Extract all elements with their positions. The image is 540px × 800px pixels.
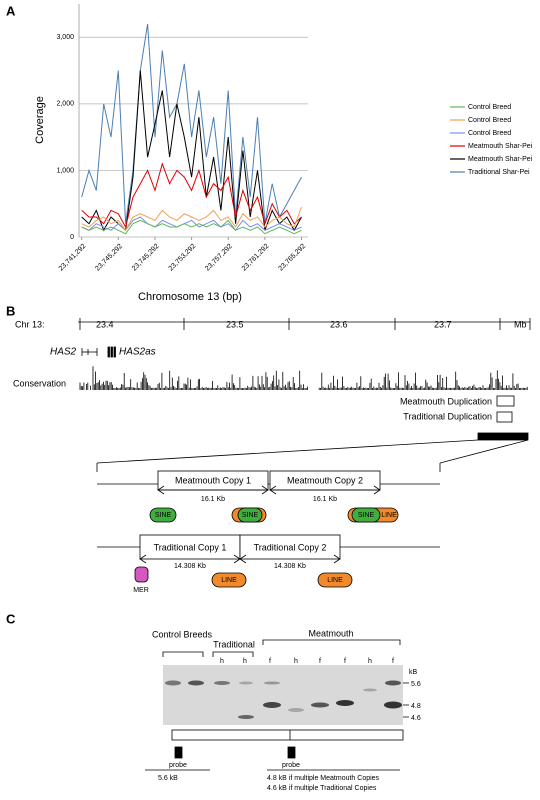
legend-label: Meatmouth Shar-Pei [468,156,533,163]
group-label: Meatmouth [308,628,353,638]
element-label: MER [133,587,149,594]
y-tick-label: 1,000 [56,167,74,174]
element-label: LINE [327,577,343,584]
copy-size: 14.308 Kb [174,563,206,570]
group-label: Traditional [213,639,255,649]
series-line [81,206,302,232]
y-axis-title: Coverage [34,96,46,144]
scale-label: 23.4 [96,319,114,329]
scale-unit: Mb [514,319,527,329]
legend-label: Traditional Shar-Pei [468,169,530,176]
y-tick-label: 0 [70,234,74,241]
probe-label: probe [169,762,187,769]
conservation-track [79,366,528,390]
x-tick-label: 23,753,292 [168,243,198,273]
scale-label: 23.5 [226,319,244,329]
lane-label: h [220,658,224,665]
conservation-label: Conservation [13,378,66,388]
size-label: 4.6 [411,715,421,722]
copy-size: 16.1 Kb [201,496,225,503]
y-tick-label: 2,000 [56,101,74,108]
lane-label: h [243,658,247,665]
legend-label: Control Breed [468,104,511,111]
x-tick-label: 23,761,292 [241,243,271,273]
size-label: 5.6 [411,681,421,688]
x-tick-label: 23,765,292 [278,243,308,273]
group-label: Control Breeds [152,629,213,639]
x-tick-label: 23,745,292 [94,243,124,273]
x-axis-title: Chromosome 13 (bp) [138,291,242,303]
scale-label: 23.6 [330,319,348,329]
element-label: LINE [221,577,237,584]
lane-label: h [368,658,372,665]
chr-label: Chr 13: [15,319,45,329]
lane-label: h [294,658,298,665]
element-label: LINE [381,512,397,519]
size-unit: kB [409,669,418,676]
size-label: 4.8 [411,703,421,710]
probe-label: probe [282,762,300,769]
blot [145,639,409,771]
y-tick-label: 3,000 [56,34,74,41]
copy-size: 14.308 Kb [274,563,306,570]
series-line [81,162,302,229]
diagram-b [78,318,531,588]
x-tick-label: 23,741,292 [58,243,88,273]
duplication-label: Meatmouth Duplication [400,396,492,406]
legend-label: Meatmouth Shar-Pei [468,143,533,150]
scale-label: 23.7 [434,319,452,329]
legend-label: Control Breed [468,130,511,137]
copy-label: Traditional Copy 1 [154,542,227,552]
copy-label: Meatmouth Copy 2 [287,475,363,485]
lane-label: f [319,658,321,665]
gene-label: HAS2 [50,347,77,358]
copy-label: Traditional Copy 2 [254,542,327,552]
x-tick-label: 23,745,292 [131,243,161,273]
gene-label: HAS2as [119,347,156,358]
copy-size: 16.1 Kb [313,496,337,503]
copy-label: Meatmouth Copy 1 [175,475,251,485]
lane-label: f [344,658,346,665]
lane-label: f [269,658,271,665]
panel-label: C [6,611,16,626]
result-label: 5.6 kB [158,775,178,782]
element-label: SINE [155,512,172,519]
series-line [81,219,302,235]
result-label: 4.8 kB if multiple Meatmouth Copies [267,775,380,782]
legend-label: Control Breed [468,117,511,124]
series-line [81,23,302,224]
result-label: 4.6 kB if multiple Traditional Copies [267,785,377,792]
lane-label: f [392,658,394,665]
x-tick-label: 23,757,292 [204,243,234,273]
element-label: SINE [242,512,259,519]
duplication-label: Traditional Duplication [403,411,492,421]
series-line [81,216,302,232]
element-label: SINE [358,512,375,519]
panel-label: A [6,3,16,18]
panel-label: B [6,303,15,318]
